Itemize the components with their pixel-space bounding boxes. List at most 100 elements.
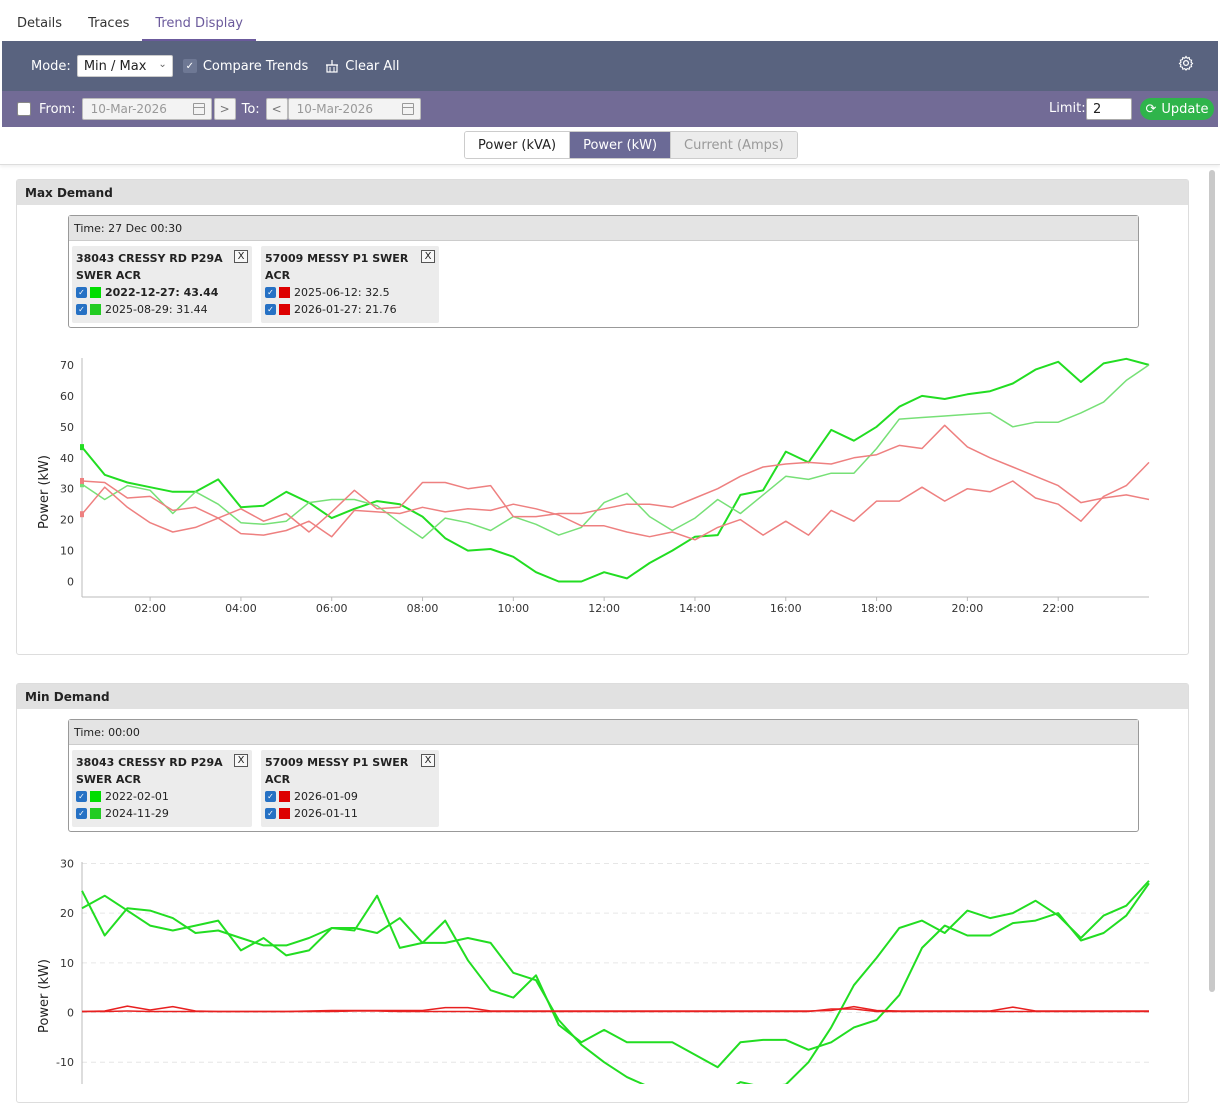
panel-title: Max Demand: [17, 180, 1188, 205]
unit-toggle-bar: Power (kVA) Power (kW) Current (Amps): [0, 127, 1220, 165]
compare-trends-checkbox[interactable]: ✓: [182, 59, 197, 73]
mode-toolbar: Mode: Min / Max ⌄ ✓ Compare Trends Clear…: [2, 41, 1218, 91]
series-checkbox[interactable]: ✓: [76, 287, 87, 298]
prev-date-button[interactable]: <: [265, 98, 288, 120]
series-label: 2022-02-01: [105, 790, 169, 803]
to-label: To:: [241, 101, 260, 117]
min-demand-chart[interactable]: -10 0 10 20 30 Power (kW): [17, 854, 1187, 1084]
limit-label: Limit:: [1049, 101, 1086, 116]
color-swatch: [90, 808, 101, 819]
y-tick-label: 10: [60, 545, 74, 558]
tab-traces[interactable]: Traces: [88, 16, 130, 31]
legend-card-messy: 57009 MESSY P1 SWER ACR X ✓ 2026-01-09 ✓…: [261, 750, 439, 827]
series-line: [81, 364, 1150, 539]
y-tick-label: 30: [60, 483, 74, 496]
panel-title: Min Demand: [17, 684, 1188, 709]
from-date-value: 10-Mar-2026: [90, 102, 167, 116]
min-demand-panel: Min Demand Time: 00:00 38043 CRESSY RD P…: [16, 683, 1189, 1103]
to-date-field[interactable]: 10-Mar-2026: [287, 98, 421, 120]
tab-bar: Details Traces Trend Display: [0, 0, 1220, 41]
series-checkbox[interactable]: ✓: [265, 808, 276, 819]
x-tick-label: 22:00: [1042, 602, 1074, 615]
series-line: [81, 880, 1150, 1084]
y-tick-label: 0: [67, 576, 74, 589]
series-line: [81, 424, 1150, 533]
legend-card-cressy: 38043 CRESSY RD P29A SWER ACR X ✓ 2022-1…: [72, 246, 252, 323]
from-enable-checkbox[interactable]: [17, 102, 31, 116]
x-tick-label: 02:00: [134, 602, 166, 615]
legend-box: Time: 00:00 38043 CRESSY RD P29A SWER AC…: [68, 719, 1139, 832]
series-line: [81, 357, 1150, 583]
next-date-button[interactable]: >: [213, 98, 236, 120]
to-date-value: 10-Mar-2026: [296, 102, 374, 116]
tab-details[interactable]: Details: [17, 16, 63, 31]
series-checkbox[interactable]: ✓: [265, 304, 276, 315]
legend-row: ✓ 2022-12-27: 43.44: [76, 284, 248, 301]
calendar-icon[interactable]: [401, 103, 414, 115]
close-icon[interactable]: X: [234, 754, 248, 767]
hover-marker: [80, 444, 84, 451]
y-tick-label: 70: [60, 359, 74, 372]
clear-all-icon[interactable]: [325, 59, 339, 73]
clear-all-button[interactable]: Clear All: [345, 58, 400, 74]
x-tick-label: 18:00: [861, 602, 893, 615]
y-tick-label: 60: [60, 390, 74, 403]
hover-marker: [80, 481, 84, 488]
series-label: 2022-12-27: 43.44: [105, 286, 219, 299]
card-title: 38043 CRESSY RD P29A SWER ACR: [76, 756, 223, 786]
series-checkbox[interactable]: ✓: [265, 791, 276, 802]
x-tick-label: 10:00: [497, 602, 529, 615]
tab-trend-display[interactable]: Trend Display: [142, 16, 256, 41]
legend-row: ✓ 2026-01-27: 21.76: [265, 301, 435, 318]
compare-trends-label[interactable]: Compare Trends: [202, 58, 309, 74]
gear-icon[interactable]: [1178, 55, 1194, 71]
series-checkbox[interactable]: ✓: [265, 287, 276, 298]
limit-input[interactable]: 2: [1086, 98, 1132, 120]
legend-row: ✓ 2026-01-11: [265, 805, 435, 822]
series-label: 2025-06-12: 32.5: [294, 286, 390, 299]
unit-kw-button[interactable]: Power (kW): [570, 132, 672, 158]
card-title: 57009 MESSY P1 SWER ACR: [265, 756, 409, 786]
y-tick-label: 20: [60, 514, 74, 527]
chevron-down-icon: ⌄: [158, 59, 167, 70]
legend-time: Time: 00:00: [69, 720, 1138, 745]
max-demand-panel: Max Demand Time: 27 Dec 00:30 38043 CRES…: [16, 179, 1189, 655]
close-icon[interactable]: X: [421, 250, 435, 263]
y-tick-label: 20: [60, 907, 74, 920]
max-demand-chart[interactable]: 0 10 20 30 40 50 60 70 02:00 04:00 06:00 08:00 10:00…: [17, 350, 1187, 650]
y-tick-label: 30: [60, 857, 74, 870]
vertical-scrollbar[interactable]: [1209, 170, 1215, 992]
series-checkbox[interactable]: ✓: [76, 791, 87, 802]
update-button[interactable]: ⟳ Update: [1140, 98, 1214, 120]
refresh-icon: ⟳: [1145, 101, 1157, 117]
x-tick-label: 14:00: [679, 602, 711, 615]
close-icon[interactable]: X: [421, 754, 435, 767]
from-date-field[interactable]: 10-Mar-2026: [81, 98, 212, 120]
series-label: 2026-01-27: 21.76: [294, 303, 397, 316]
hover-marker: [80, 477, 84, 484]
series-label: 2026-01-11: [294, 807, 358, 820]
y-axis-label: Power (kW): [37, 455, 52, 529]
mode-value: Min / Max: [83, 58, 147, 74]
mode-select[interactable]: Min / Max ⌄: [76, 55, 173, 77]
mode-label: Mode:: [31, 58, 71, 74]
series-label: 2025-08-29: 31.44: [105, 303, 208, 316]
unit-kva-button[interactable]: Power (kVA): [465, 132, 571, 158]
color-swatch: [279, 791, 290, 802]
series-checkbox[interactable]: ✓: [76, 808, 87, 819]
legend-time: Time: 27 Dec 00:30: [69, 216, 1138, 241]
x-tick-label: 06:00: [316, 602, 348, 615]
legend-row: ✓ 2026-01-09: [265, 788, 435, 805]
calendar-icon[interactable]: [192, 103, 205, 115]
check-icon: ✓: [185, 60, 194, 72]
color-swatch: [279, 304, 290, 315]
hover-marker: [80, 511, 84, 518]
legend-row: ✓ 2024-11-29: [76, 805, 248, 822]
unit-amps-button[interactable]: Current (Amps): [671, 132, 797, 158]
update-label: Update: [1161, 101, 1209, 117]
series-checkbox[interactable]: ✓: [76, 304, 87, 315]
y-tick-label: -10: [56, 1056, 74, 1069]
y-tick-label: 10: [60, 957, 74, 970]
x-tick-label: 12:00: [588, 602, 620, 615]
close-icon[interactable]: X: [234, 250, 248, 263]
